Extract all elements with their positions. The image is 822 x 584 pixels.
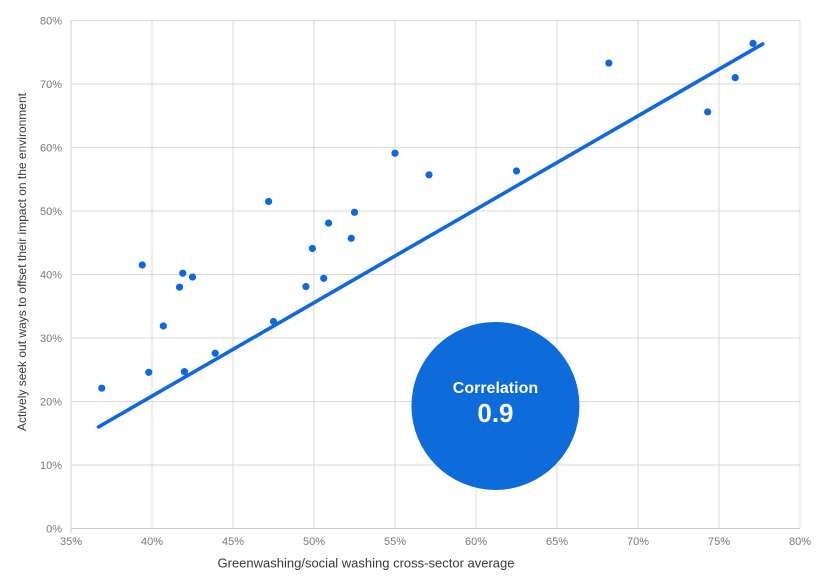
data-point[interactable]: [605, 59, 613, 67]
data-point[interactable]: [179, 269, 187, 277]
y-tick-label: 30%: [40, 333, 62, 345]
data-point[interactable]: [320, 274, 328, 282]
data-point[interactable]: [425, 171, 433, 179]
data-point[interactable]: [145, 368, 153, 376]
data-point[interactable]: [350, 208, 359, 216]
data-point[interactable]: [188, 273, 197, 281]
y-tick-label: 50%: [40, 206, 62, 218]
correlation-badge: [411, 321, 580, 490]
data-point[interactable]: [98, 384, 106, 392]
data-point[interactable]: [211, 349, 219, 357]
data-point[interactable]: [391, 149, 399, 157]
x-tick-label: 75%: [708, 536, 730, 548]
x-tick-label: 35%: [60, 536, 82, 548]
data-point[interactable]: [347, 234, 355, 242]
data-point[interactable]: [180, 368, 188, 376]
correlation-value: 0.9: [477, 398, 513, 428]
x-tick-label: 45%: [222, 536, 244, 548]
data-point[interactable]: [512, 167, 521, 175]
y-tick-label: 10%: [40, 460, 62, 472]
correlation-label: Correlation: [453, 380, 538, 397]
data-point[interactable]: [138, 261, 146, 269]
x-axis-title: Greenwashing/social washing cross-sector…: [217, 555, 515, 571]
data-point[interactable]: [308, 244, 316, 253]
data-point[interactable]: [324, 219, 333, 227]
x-tick-label: 65%: [546, 536, 568, 548]
x-tick-label: 60%: [465, 536, 487, 548]
x-tick-label: 70%: [627, 536, 649, 548]
data-point[interactable]: [749, 39, 757, 47]
data-point[interactable]: [731, 74, 739, 82]
y-tick-label: 60%: [40, 143, 62, 155]
x-tick-label: 50%: [303, 536, 325, 548]
trendline: [96, 42, 765, 429]
y-tick-label: 40%: [40, 270, 62, 282]
data-point[interactable]: [159, 322, 167, 330]
y-tick-label: 0%: [46, 524, 62, 536]
data-point[interactable]: [269, 317, 278, 326]
y-axis-title: Actively seek out ways to offset their i…: [15, 93, 29, 431]
y-tick-label: 20%: [40, 397, 62, 409]
y-tick-label: 80%: [40, 16, 62, 28]
data-point[interactable]: [265, 197, 273, 206]
y-tick-label: 70%: [40, 79, 62, 91]
x-tick-label: 55%: [384, 536, 406, 548]
x-tick-label: 80%: [789, 536, 811, 548]
data-point[interactable]: [302, 282, 310, 291]
data-point[interactable]: [175, 283, 184, 291]
data-point[interactable]: [704, 108, 712, 116]
x-tick-label: 40%: [141, 536, 163, 548]
